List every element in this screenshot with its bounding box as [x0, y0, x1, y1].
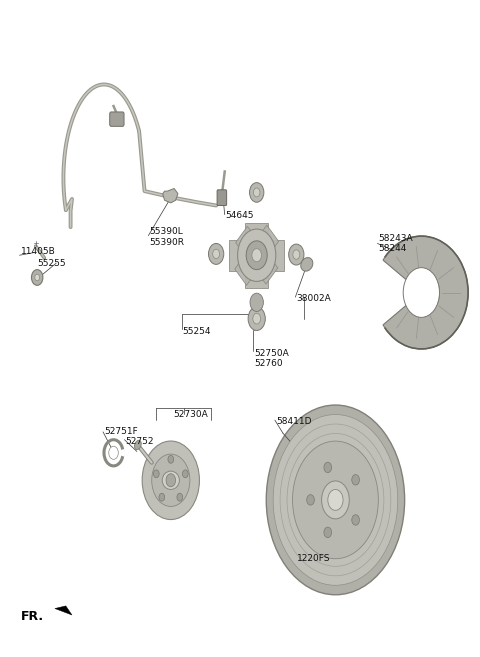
Polygon shape [163, 189, 178, 203]
Circle shape [177, 493, 183, 501]
Circle shape [273, 415, 398, 585]
Circle shape [142, 441, 199, 520]
Circle shape [250, 183, 264, 202]
Polygon shape [245, 223, 268, 288]
Circle shape [152, 454, 190, 507]
Wedge shape [114, 449, 125, 457]
Circle shape [292, 441, 378, 558]
Text: FR.: FR. [21, 610, 44, 623]
Text: 55255: 55255 [37, 259, 66, 267]
Circle shape [159, 493, 165, 501]
Text: 58244: 58244 [378, 244, 407, 253]
Circle shape [253, 188, 260, 197]
Polygon shape [55, 606, 72, 615]
Circle shape [252, 249, 262, 261]
Text: 38002A: 38002A [296, 294, 331, 303]
Circle shape [248, 307, 265, 330]
Text: 54645: 54645 [226, 212, 254, 221]
Circle shape [322, 481, 349, 519]
Circle shape [352, 474, 360, 485]
Polygon shape [229, 240, 284, 271]
Circle shape [328, 489, 343, 510]
Text: 55390R: 55390R [149, 238, 184, 246]
Text: 58243A: 58243A [378, 234, 413, 242]
Circle shape [307, 495, 314, 505]
Polygon shape [236, 226, 278, 284]
Ellipse shape [134, 440, 141, 449]
Circle shape [266, 405, 405, 595]
Circle shape [168, 455, 174, 463]
Text: 55254: 55254 [183, 327, 211, 336]
Polygon shape [235, 225, 278, 285]
Circle shape [246, 241, 267, 269]
FancyBboxPatch shape [217, 190, 227, 206]
Circle shape [253, 313, 261, 324]
Circle shape [208, 244, 224, 264]
Circle shape [288, 244, 304, 265]
Circle shape [324, 527, 332, 537]
Text: 55390L: 55390L [149, 227, 183, 236]
Circle shape [352, 514, 360, 525]
Circle shape [250, 293, 264, 311]
Circle shape [182, 470, 188, 478]
Text: 52730A: 52730A [173, 411, 208, 419]
Circle shape [166, 474, 176, 487]
Ellipse shape [301, 258, 313, 271]
Circle shape [154, 470, 159, 478]
Circle shape [324, 462, 332, 472]
Circle shape [109, 446, 118, 459]
Circle shape [32, 269, 43, 285]
Text: 52751F: 52751F [104, 427, 138, 436]
Circle shape [238, 229, 276, 281]
Circle shape [403, 267, 440, 317]
Circle shape [35, 274, 39, 281]
Circle shape [213, 249, 219, 259]
Text: 1220FS: 1220FS [297, 555, 331, 563]
Circle shape [293, 250, 300, 260]
Text: 11405B: 11405B [21, 247, 55, 256]
Text: 52760: 52760 [254, 359, 283, 368]
Polygon shape [383, 236, 468, 349]
Text: 52750A: 52750A [254, 349, 289, 358]
FancyBboxPatch shape [110, 112, 124, 126]
Text: 52752: 52752 [125, 437, 154, 446]
Text: 58411D: 58411D [276, 417, 312, 426]
Ellipse shape [162, 471, 180, 489]
